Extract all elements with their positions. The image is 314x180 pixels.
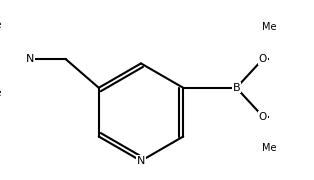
Text: O: O bbox=[259, 112, 267, 122]
Text: Me: Me bbox=[262, 22, 277, 32]
Text: Me: Me bbox=[0, 88, 1, 98]
Text: B: B bbox=[233, 83, 240, 93]
Text: O: O bbox=[259, 54, 267, 64]
Text: Me: Me bbox=[262, 143, 277, 153]
Text: N: N bbox=[137, 156, 145, 166]
Text: Me: Me bbox=[0, 20, 1, 30]
Text: N: N bbox=[26, 54, 34, 64]
